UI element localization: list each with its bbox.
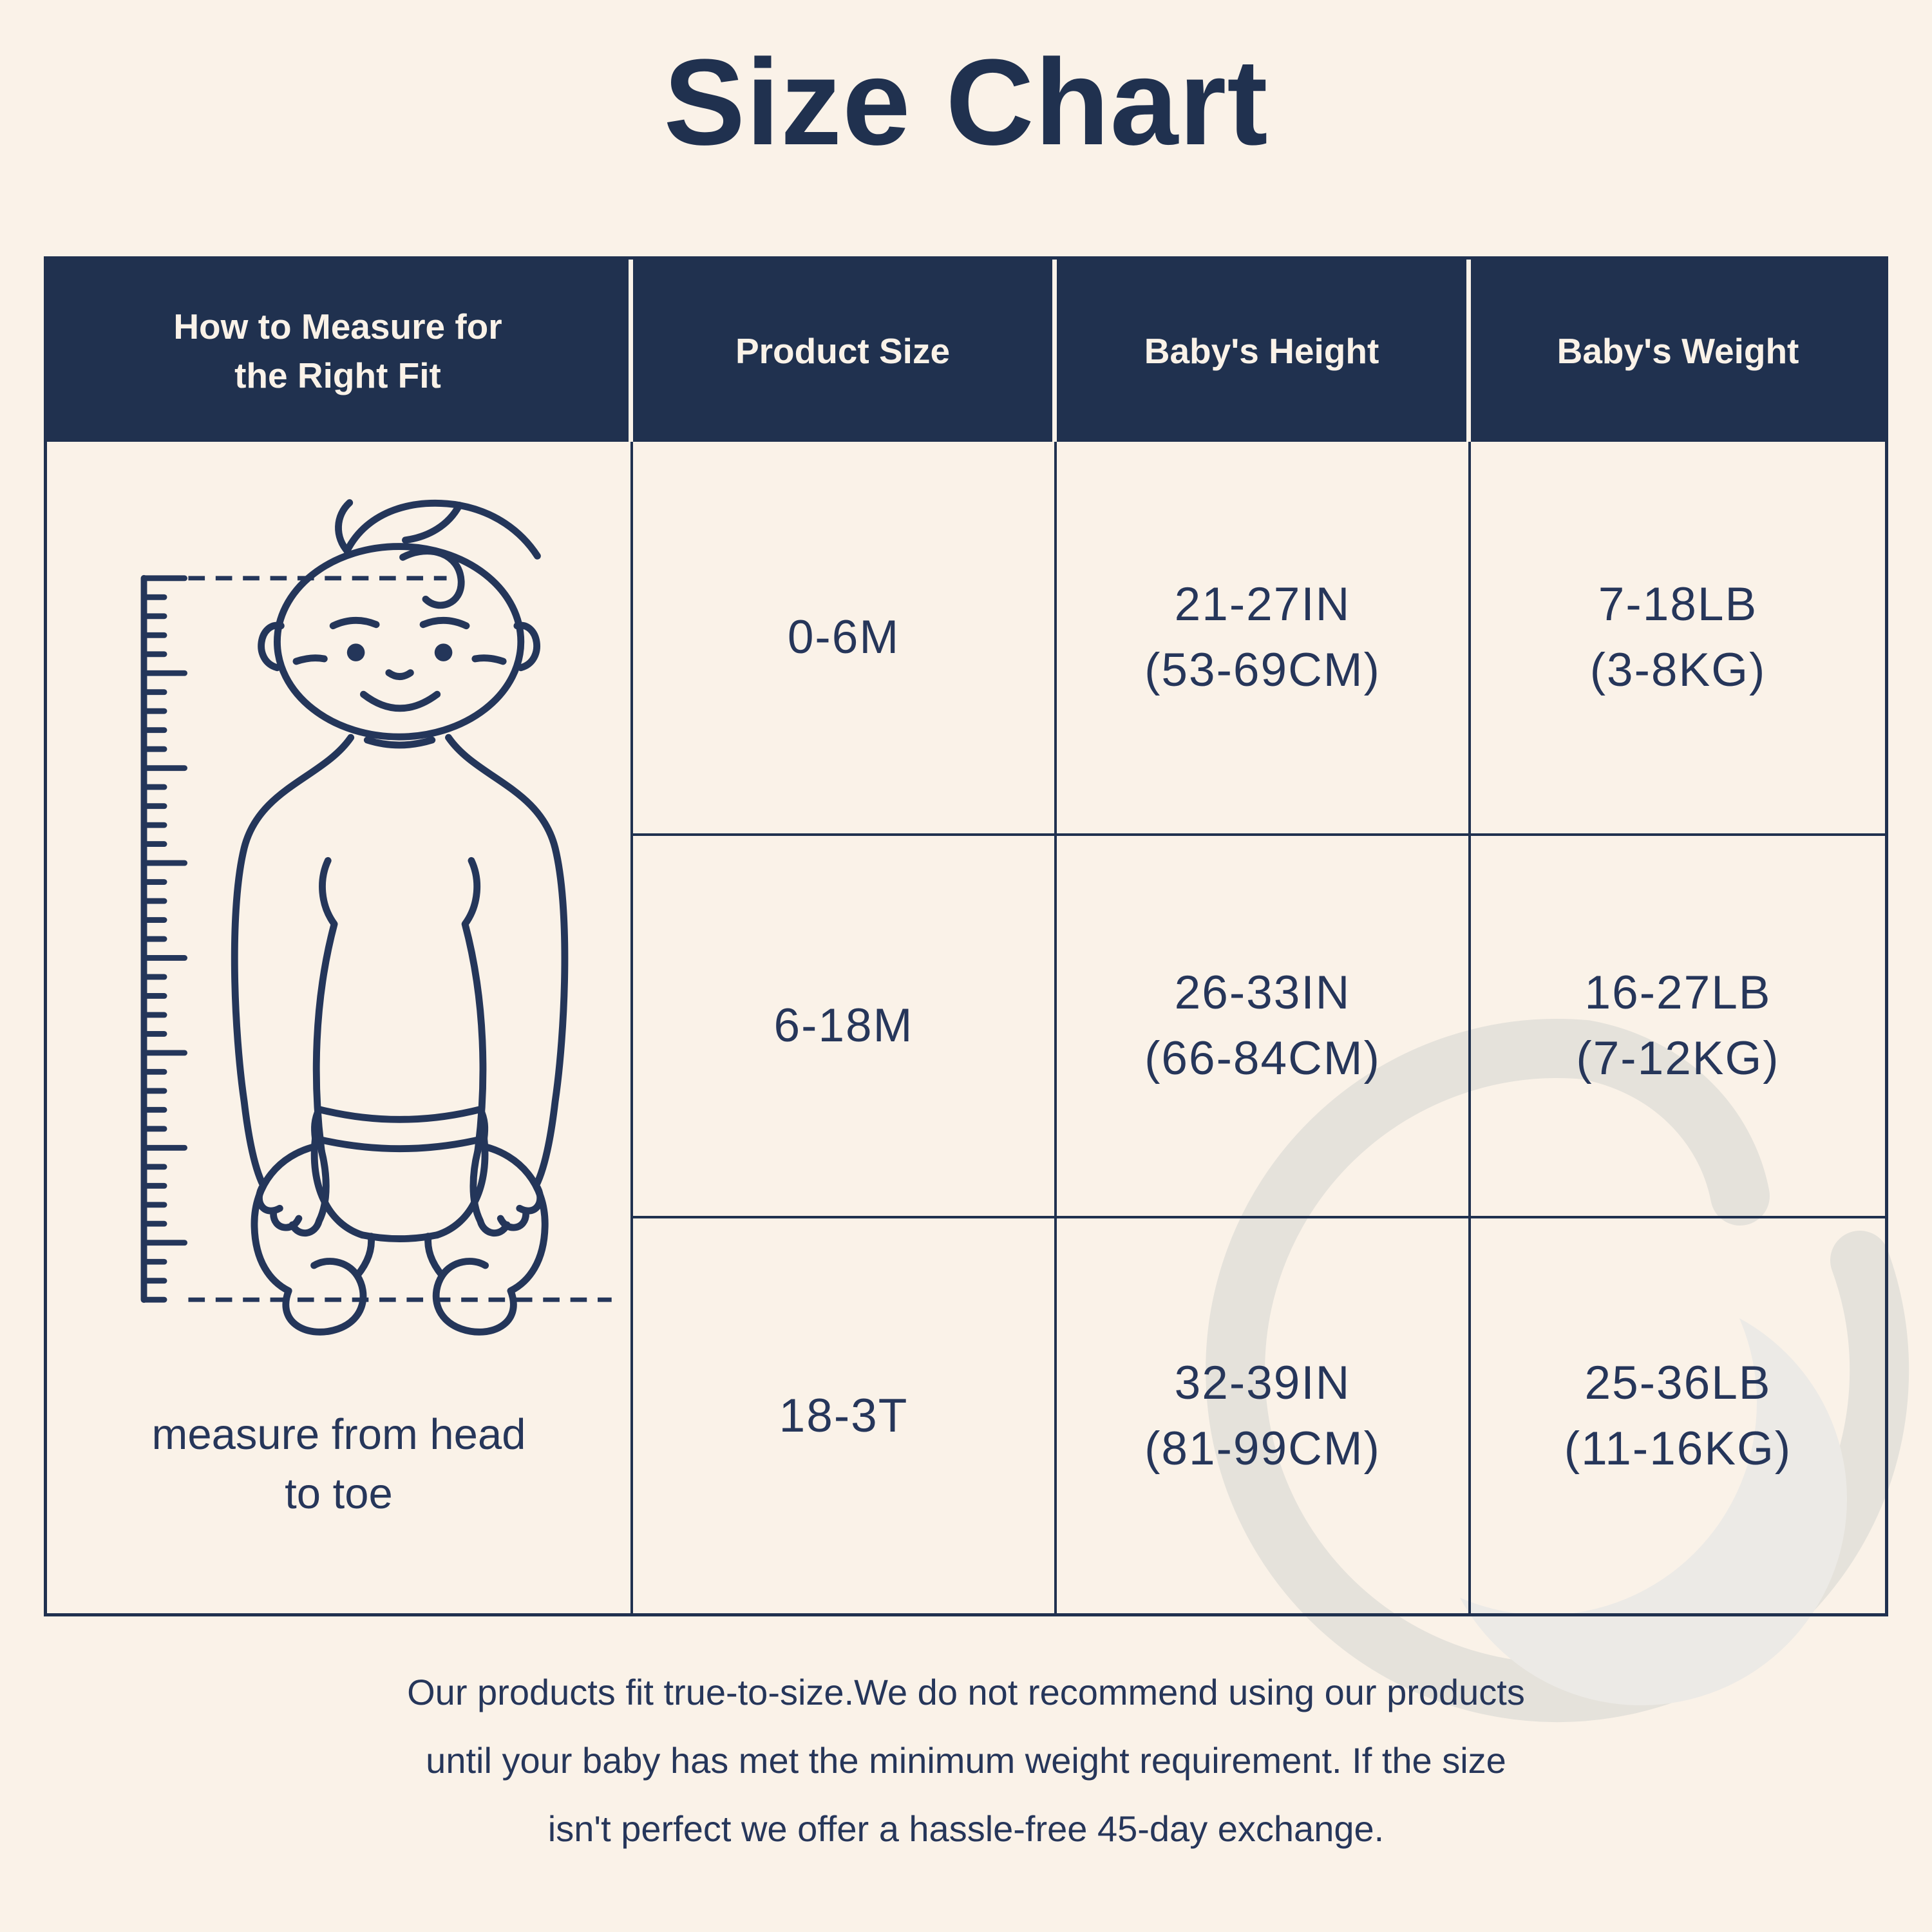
logo-crescent-shape: [1435, 1293, 1847, 1705]
crescent-moon-brand-logo-icon: [1206, 1019, 1909, 1723]
cell-weight-18-3t: 25-36LB (11-16KG): [1471, 1218, 1885, 1613]
header-line: Baby's Weight: [1557, 330, 1799, 371]
size-chart-table: How to Measure for the Right Fit Product…: [44, 256, 1888, 1616]
fit-disclaimer-line: isn't perfect we offer a hassle-free 45-…: [547, 1808, 1385, 1849]
product-size-value: 6-18M: [773, 999, 914, 1052]
height-cm-value: (53-69CM): [1144, 644, 1381, 696]
fit-disclaimer-line: Our products fit true-to-size.We do not …: [407, 1672, 1525, 1712]
height-ruler-icon: [140, 574, 187, 1303]
height-cm-value: (81-99CM): [1144, 1422, 1381, 1475]
cell-size-6-18m: 6-18M: [633, 836, 1057, 1218]
header-line: How to Measure for: [173, 306, 502, 346]
fit-disclaimer-line: until your baby has met the minimum weig…: [426, 1740, 1506, 1781]
height-cm-value: (66-84CM): [1144, 1032, 1381, 1084]
height-in-value: 32-39IN: [1174, 1356, 1351, 1409]
weight-lb-value: 7-18LB: [1598, 578, 1758, 630]
product-size-value: 0-6M: [787, 611, 900, 663]
cell-size-18-3t: 18-3T: [633, 1218, 1057, 1613]
height-in-value: 26-33IN: [1174, 967, 1351, 1019]
fit-disclaimer: Our products fit true-to-size.We do not …: [0, 1658, 1932, 1863]
weight-lb-value: 16-27LB: [1584, 967, 1772, 1019]
header-product-size: Product Size: [633, 260, 1057, 442]
header-line: Product Size: [735, 330, 951, 371]
measure-caption: measure from head to toe: [151, 1410, 526, 1518]
cell-height-0-6m: 21-27IN (53-69CM): [1057, 442, 1471, 836]
baby-with-height-ruler-icon: [140, 499, 612, 1336]
weight-lb-value: 25-36LB: [1584, 1356, 1772, 1409]
cell-weight-0-6m: 7-18LB (3-8KG): [1471, 442, 1885, 836]
page-title: Size Chart: [663, 34, 1269, 171]
header-babys-height: Baby's Height: [1057, 260, 1471, 442]
cell-height-18-3t: 32-39IN (81-99CM): [1057, 1218, 1471, 1613]
baby-figure-icon: [231, 499, 569, 1336]
header-line: the Right Fit: [234, 355, 441, 395]
weight-kg-value: (3-8KG): [1589, 644, 1766, 696]
header-line: Baby's Height: [1144, 330, 1379, 371]
height-in-value: 21-27IN: [1174, 578, 1351, 630]
weight-kg-value: (7-12KG): [1576, 1032, 1780, 1084]
header-how-to-measure: How to Measure for the Right Fit: [47, 260, 633, 442]
cell-height-6-18m: 26-33IN (66-84CM): [1057, 836, 1471, 1218]
weight-kg-value: (11-16KG): [1564, 1422, 1792, 1475]
cell-weight-6-18m: 16-27LB (7-12KG): [1471, 836, 1885, 1218]
cell-size-0-6m: 0-6M: [633, 442, 1057, 836]
measure-illustration-cell: measure from head to toe: [47, 442, 633, 1613]
product-size-value: 18-3T: [779, 1389, 909, 1442]
header-babys-weight: Baby's Weight: [1471, 260, 1885, 442]
